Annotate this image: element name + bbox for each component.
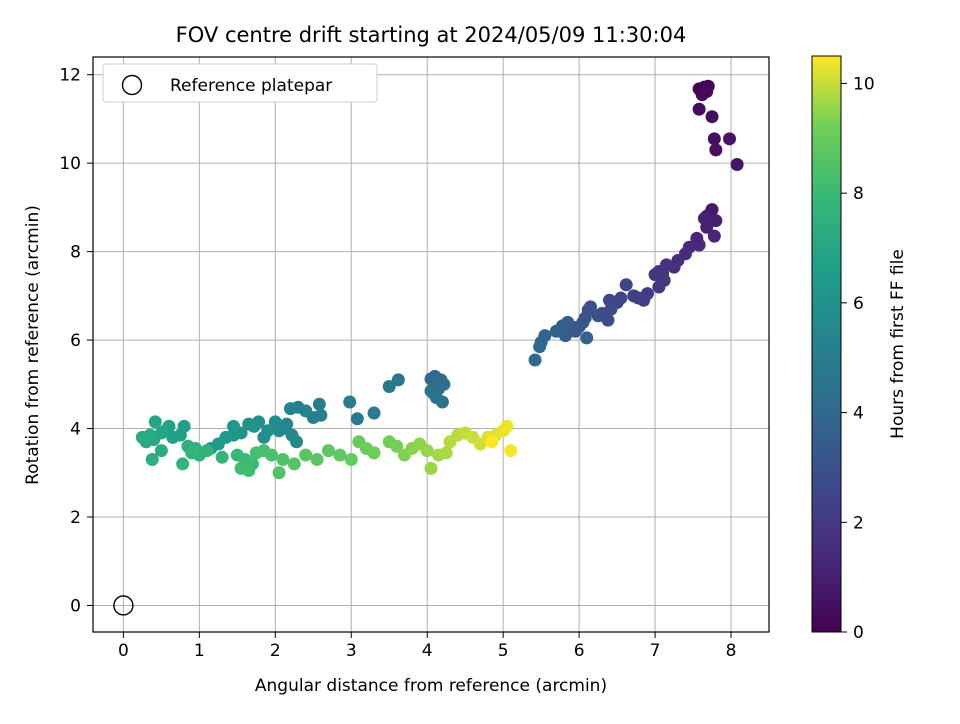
data-point [299,448,313,462]
reference-point-marker [113,595,134,616]
data-point [435,395,449,409]
data-point [367,446,381,460]
data-point [135,430,149,444]
legend-marker-open-circle [121,74,143,96]
data-point [176,457,190,471]
data-point [580,331,594,345]
data-point [382,380,396,394]
data-point [257,430,271,444]
y-tick-label: 8 [70,243,81,263]
plot-frame [92,56,770,633]
data-point [700,220,714,234]
data-point [549,324,563,338]
data-point [276,453,290,466]
data-point [145,453,159,466]
data-point [730,157,744,171]
y-tick-label: 12 [59,66,81,86]
data-point [652,280,666,294]
data-point [707,132,721,146]
colorbar-tick-label: 10 [853,74,875,94]
data-point [344,453,358,466]
data-point [705,110,719,124]
data-point [287,457,301,471]
data-point [723,132,737,146]
data-point [709,143,723,157]
data-point [367,406,381,420]
legend-entry: Reference platepar [170,76,332,96]
colorbar-tick-label: 0 [853,623,864,643]
data-point [333,448,347,462]
data-point [500,419,514,433]
colorbar-ticks: 0 2 4 6 8 10 [841,74,875,643]
data-point [439,446,453,460]
data-point [485,435,499,449]
data-point [619,278,633,292]
data-point [424,461,438,475]
y-tick-label: 6 [70,331,81,351]
data-point [148,415,162,429]
grid [93,57,769,632]
colorbar-label: Hours from first FF file [888,249,908,439]
x-tick-label: 0 [118,641,129,661]
colorbar-tick-label: 8 [853,184,864,204]
y-axis-label: Rotation from reference (arcmin) [23,205,43,485]
data-point [707,229,721,243]
data-point [321,444,335,458]
x-tick-label: 7 [650,641,661,661]
y-tick-label: 4 [70,420,81,440]
y-tick-label: 0 [70,596,81,616]
y-tick-label: 2 [70,508,81,528]
colorbar-tick-label: 2 [853,513,864,533]
data-point [420,444,434,458]
legend-box [102,63,378,103]
data-point [215,450,229,464]
x-tick-label: 6 [574,641,585,661]
x-tick-label: 3 [346,641,357,661]
x-tick-label: 5 [498,641,509,661]
data-point [264,448,278,462]
chart-title: FOV centre drift starting at 2024/05/09 … [176,23,687,47]
colorbar: 0 2 4 6 8 10 Hours from first FF file [811,55,908,643]
data-point [312,397,326,411]
colorbar-gradient [811,55,842,633]
data-point [627,289,641,303]
data-point [242,464,256,478]
data-point [591,309,605,323]
data-point [504,444,518,458]
data-point [424,384,438,398]
data-point [310,453,324,466]
data-point [154,444,168,458]
x-tick-label: 2 [270,641,281,661]
data-point [533,340,547,354]
data-point [390,439,404,453]
data-point [185,446,199,460]
data-point [700,85,714,98]
x-tick-label: 1 [194,641,205,661]
data-point [350,412,364,426]
x-tick-label: 4 [422,641,433,661]
data-point [283,402,297,416]
colorbar-tick-label: 6 [853,294,864,314]
colorbar-tick-label: 4 [853,404,864,424]
data-point [268,415,282,429]
x-axis-label: Angular distance from reference (arcmin) [255,676,607,696]
data-point [227,419,241,433]
data-point [391,373,405,387]
data-point [290,435,304,449]
y-tick-label: 10 [59,154,81,174]
data-point [272,466,286,480]
data-point [242,417,256,431]
legend: Reference platepar [102,63,378,103]
data-points [113,79,744,616]
data-point [528,353,542,367]
data-point [692,238,706,252]
data-point [343,395,357,409]
data-point [692,102,706,116]
x-tick-label: 8 [726,641,737,661]
data-point [709,214,723,228]
